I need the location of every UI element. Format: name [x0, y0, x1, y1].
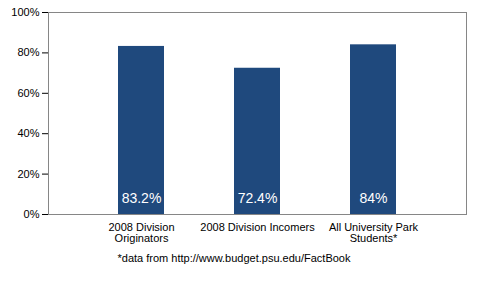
svg-text:2008 Division Incomers: 2008 Division Incomers — [200, 221, 315, 233]
svg-text:0%: 0% — [24, 208, 40, 220]
svg-text:20%: 20% — [17, 168, 39, 180]
svg-text:2008 DivisionOriginators: 2008 DivisionOriginators — [108, 221, 174, 244]
svg-text:100%: 100% — [11, 6, 39, 18]
html-text:*data from http://www.budget.p: *data from http://www.budget.psu.edu/Fac… — [117, 252, 351, 264]
svg-text:72.4%: 72.4% — [238, 190, 278, 206]
svg-text:All University ParkStudents*: All University ParkStudents* — [329, 221, 419, 244]
svg-text:83.2%: 83.2% — [122, 190, 162, 206]
svg-text:80%: 80% — [17, 46, 39, 58]
svg-text:60%: 60% — [17, 87, 39, 99]
svg-text:40%: 40% — [17, 127, 39, 139]
svg-text:84%: 84% — [359, 190, 387, 206]
